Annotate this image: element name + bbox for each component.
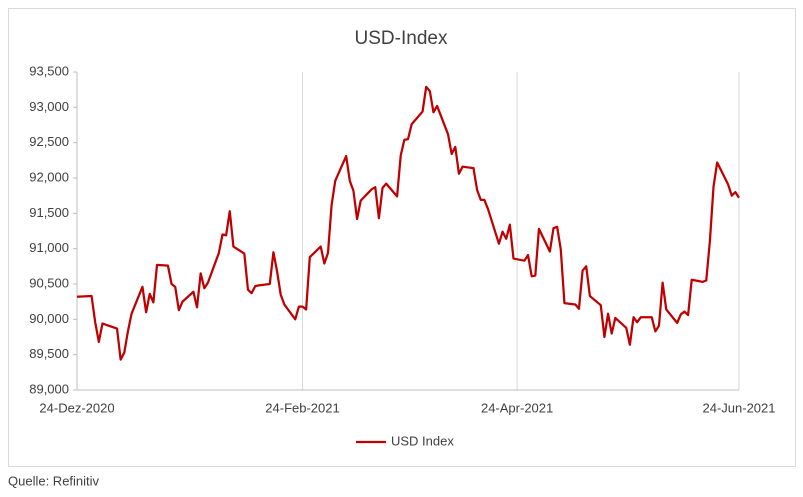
data-line <box>76 85 740 361</box>
x-tick-label: 24-Dez-2020 <box>39 400 114 415</box>
source-note: Quelle: Refinitiv <box>8 473 100 488</box>
y-tick-label: 90,000 <box>29 311 69 326</box>
y-tick-label: 93,500 <box>29 63 69 78</box>
x-tick-label: 24-Jun-2021 <box>703 400 776 415</box>
chart-frame <box>8 8 796 467</box>
legend-label: USD Index <box>391 433 454 448</box>
chart-title: USD-Index <box>355 28 448 49</box>
y-tick-label: 89,000 <box>29 381 69 396</box>
x-tick-label: 24-Apr-2021 <box>481 400 553 415</box>
y-tick-label: 92,500 <box>29 134 69 149</box>
y-tick-label: 92,000 <box>29 169 69 184</box>
x-tick-label: 24-Feb-2021 <box>265 400 339 415</box>
y-tick-label: 90,500 <box>29 275 69 290</box>
y-tick-label: 93,000 <box>29 99 69 114</box>
y-tick-label: 91,500 <box>29 205 69 220</box>
y-tick-label: 89,500 <box>29 346 69 361</box>
y-tick-label: 91,000 <box>29 240 69 255</box>
